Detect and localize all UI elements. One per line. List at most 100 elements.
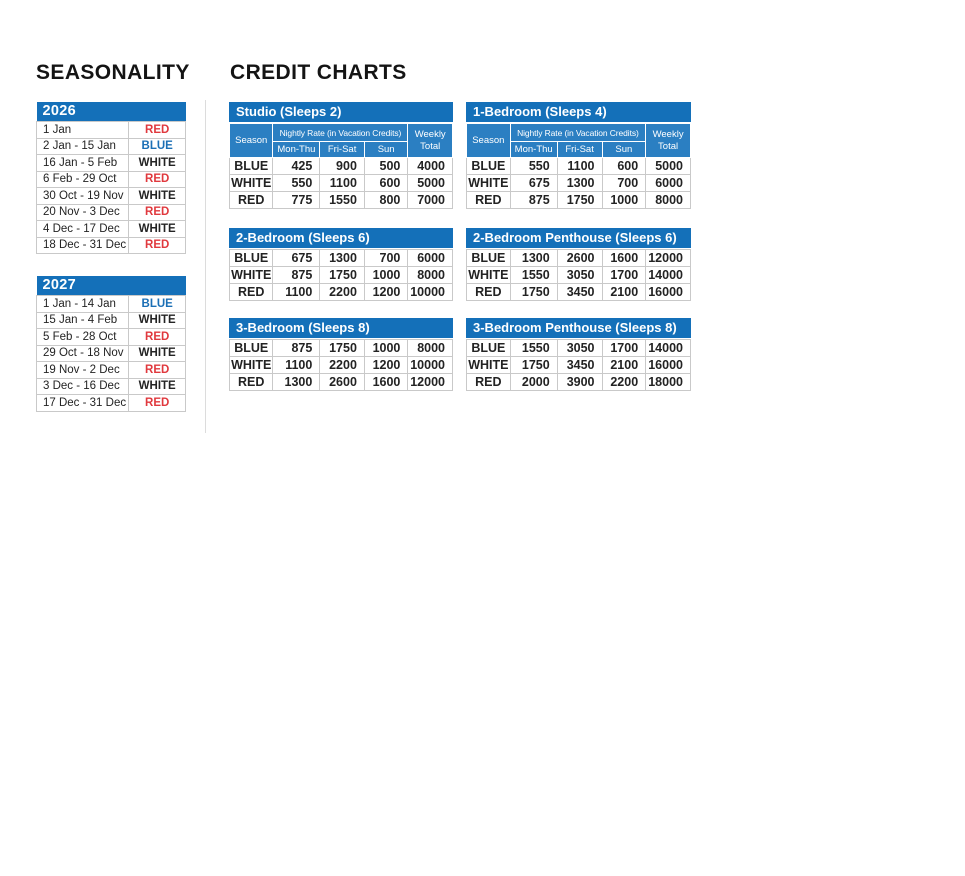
mon-thu-cell: 675 [509,174,558,192]
credit-table-title: 2-Bedroom Penthouse (Sleeps 6) [466,228,691,249]
date-range-cell: 15 Jan - 4 Feb [35,311,130,329]
fri-sat-cell: 3450 [556,283,603,301]
date-range-cell: 3 Dec - 16 Dec [35,377,130,395]
credit-row: WHITE 1550 3050 1700 14000 [466,266,691,284]
season-cell: WHITE [128,311,186,329]
fri-sat-cell: 2600 [556,249,603,267]
mon-thu-cell: 1100 [272,356,321,374]
nightly-rate-header: Nightly Rate (in Vacation Credits) [509,123,647,142]
date-range-cell: 18 Dec - 31 Dec [35,236,130,254]
season-cell: WHITE [466,266,511,284]
weekly-total-cell: 8000 [407,339,453,357]
sun-header: Sun [363,141,409,158]
seasonality-table-2027: 2027 1 Jan - 14 Jan BLUE 15 Jan - 4 Feb WHI… [35,276,186,412]
credit-row: BLUE 875 1750 1000 8000 [228,339,453,357]
weekly-total-cell: 10000 [407,283,453,301]
season-row: 30 Oct - 19 Nov WHITE [35,187,186,205]
season-cell: WHITE [128,187,186,205]
season-cell: BLUE [128,137,186,155]
season-row: 29 Oct - 18 Nov WHITE [35,344,186,362]
nightly-rate-header: Nightly Rate (in Vacation Credits) [272,123,409,142]
credit-charts-heading: CREDIT CHARTS [230,61,407,84]
weekly-total-cell: 4000 [407,157,453,175]
credit-row: WHITE 875 1750 1000 8000 [228,266,453,284]
date-range-cell: 2 Jan - 15 Jan [35,137,130,155]
credit-table-1-bedroom: 1-Bedroom (Sleeps 4) Season Nightly Rate… [466,102,691,209]
fri-sat-cell: 2200 [319,283,365,301]
subheader-row: Season Nightly Rate (in Vacation Credits… [228,123,453,158]
season-cell: RED [128,361,186,379]
sun-cell: 1600 [601,249,647,267]
season-cell: RED [228,283,274,301]
weekly-total-cell: 7000 [407,191,453,209]
season-col-header: Season [228,123,274,158]
season-cell: RED [128,170,186,188]
fri-sat-cell: 1300 [319,249,365,267]
weekly-total-cell: 8000 [645,191,691,209]
year-header-row: 2026 [36,102,186,122]
mon-thu-cell: 1550 [509,339,558,357]
season-cell: WHITE [228,174,274,192]
mon-thu-cell: 550 [509,157,558,175]
season-cell: BLUE [466,249,511,267]
season-cell: WHITE [128,377,186,395]
year-label: 2026 [36,102,186,122]
date-range-cell: 5 Feb - 28 Oct [35,328,130,346]
season-cell: WHITE [128,154,186,172]
credit-row: WHITE 675 1300 700 6000 [466,174,691,192]
weekly-total-cell: 12000 [407,373,453,391]
season-row: 1 Jan - 14 Jan BLUE [35,295,186,313]
season-cell: RED [228,191,274,209]
credit-row: WHITE 550 1100 600 5000 [228,174,453,192]
season-cell: WHITE [228,266,274,284]
season-cell: RED [128,236,186,254]
mon-thu-cell: 1100 [272,283,321,301]
fri-sat-cell: 1550 [319,191,365,209]
credit-table-3-bedroom-penthouse: 3-Bedroom Penthouse (Sleeps 8) BLUE 1550 3… [466,318,691,391]
credit-table-studio: Studio (Sleeps 2) Season Nightly Rate (i… [228,102,453,209]
fri-sat-cell: 1100 [556,157,603,175]
date-range-cell: 30 Oct - 19 Nov [35,187,130,205]
credit-row: BLUE 425 900 500 4000 [228,157,453,175]
credit-table-3-bedroom: 3-Bedroom (Sleeps 8) BLUE 875 1750 1000 8000… [228,318,453,391]
year-header-row: 2027 [36,276,186,296]
date-range-cell: 1 Jan [35,121,130,139]
weekly-total-cell: 5000 [407,174,453,192]
credit-table-title: Studio (Sleeps 2) [229,102,453,123]
sun-cell: 1000 [601,191,647,209]
season-cell: RED [128,121,186,139]
season-cell: RED [466,283,511,301]
season-row: 19 Nov - 2 Dec RED [35,361,186,379]
fri-sat-cell: 3050 [556,339,603,357]
sun-cell: 1200 [363,356,409,374]
credit-row: WHITE 1750 3450 2100 16000 [466,356,691,374]
date-range-cell: 16 Jan - 5 Feb [35,154,130,172]
season-cell: WHITE [466,356,511,374]
credit-row: BLUE 1550 3050 1700 14000 [466,339,691,357]
credit-row: BLUE 550 1100 600 5000 [466,157,691,175]
sun-cell: 2100 [601,283,647,301]
mon-thu-cell: 1750 [509,283,558,301]
season-cell: WHITE [128,220,186,238]
date-range-cell: 17 Dec - 31 Dec [35,394,130,412]
mon-thu-cell: 1750 [509,356,558,374]
season-row: 1 Jan RED [35,121,186,139]
weekly-total-cell: 16000 [645,356,691,374]
weekly-total-cell: 14000 [645,266,691,284]
date-range-cell: 6 Feb - 29 Oct [35,170,130,188]
mon-thu-header: Mon-Thu [272,141,321,158]
mon-thu-header: Mon-Thu [509,141,558,158]
mon-thu-cell: 1550 [509,266,558,284]
fri-sat-cell: 1100 [319,174,365,192]
fri-sat-cell: 1750 [319,266,365,284]
credit-row: BLUE 1300 2600 1600 12000 [466,249,691,267]
season-row: 20 Nov - 3 Dec RED [35,203,186,221]
season-cell: RED [128,328,186,346]
weekly-total-cell: 14000 [645,339,691,357]
credit-row: RED 775 1550 800 7000 [228,191,453,209]
fri-sat-cell: 3900 [556,373,603,391]
mon-thu-cell: 1300 [509,249,558,267]
sun-cell: 1700 [601,266,647,284]
season-cell: BLUE [228,339,274,357]
season-col-header: Season [466,123,511,158]
